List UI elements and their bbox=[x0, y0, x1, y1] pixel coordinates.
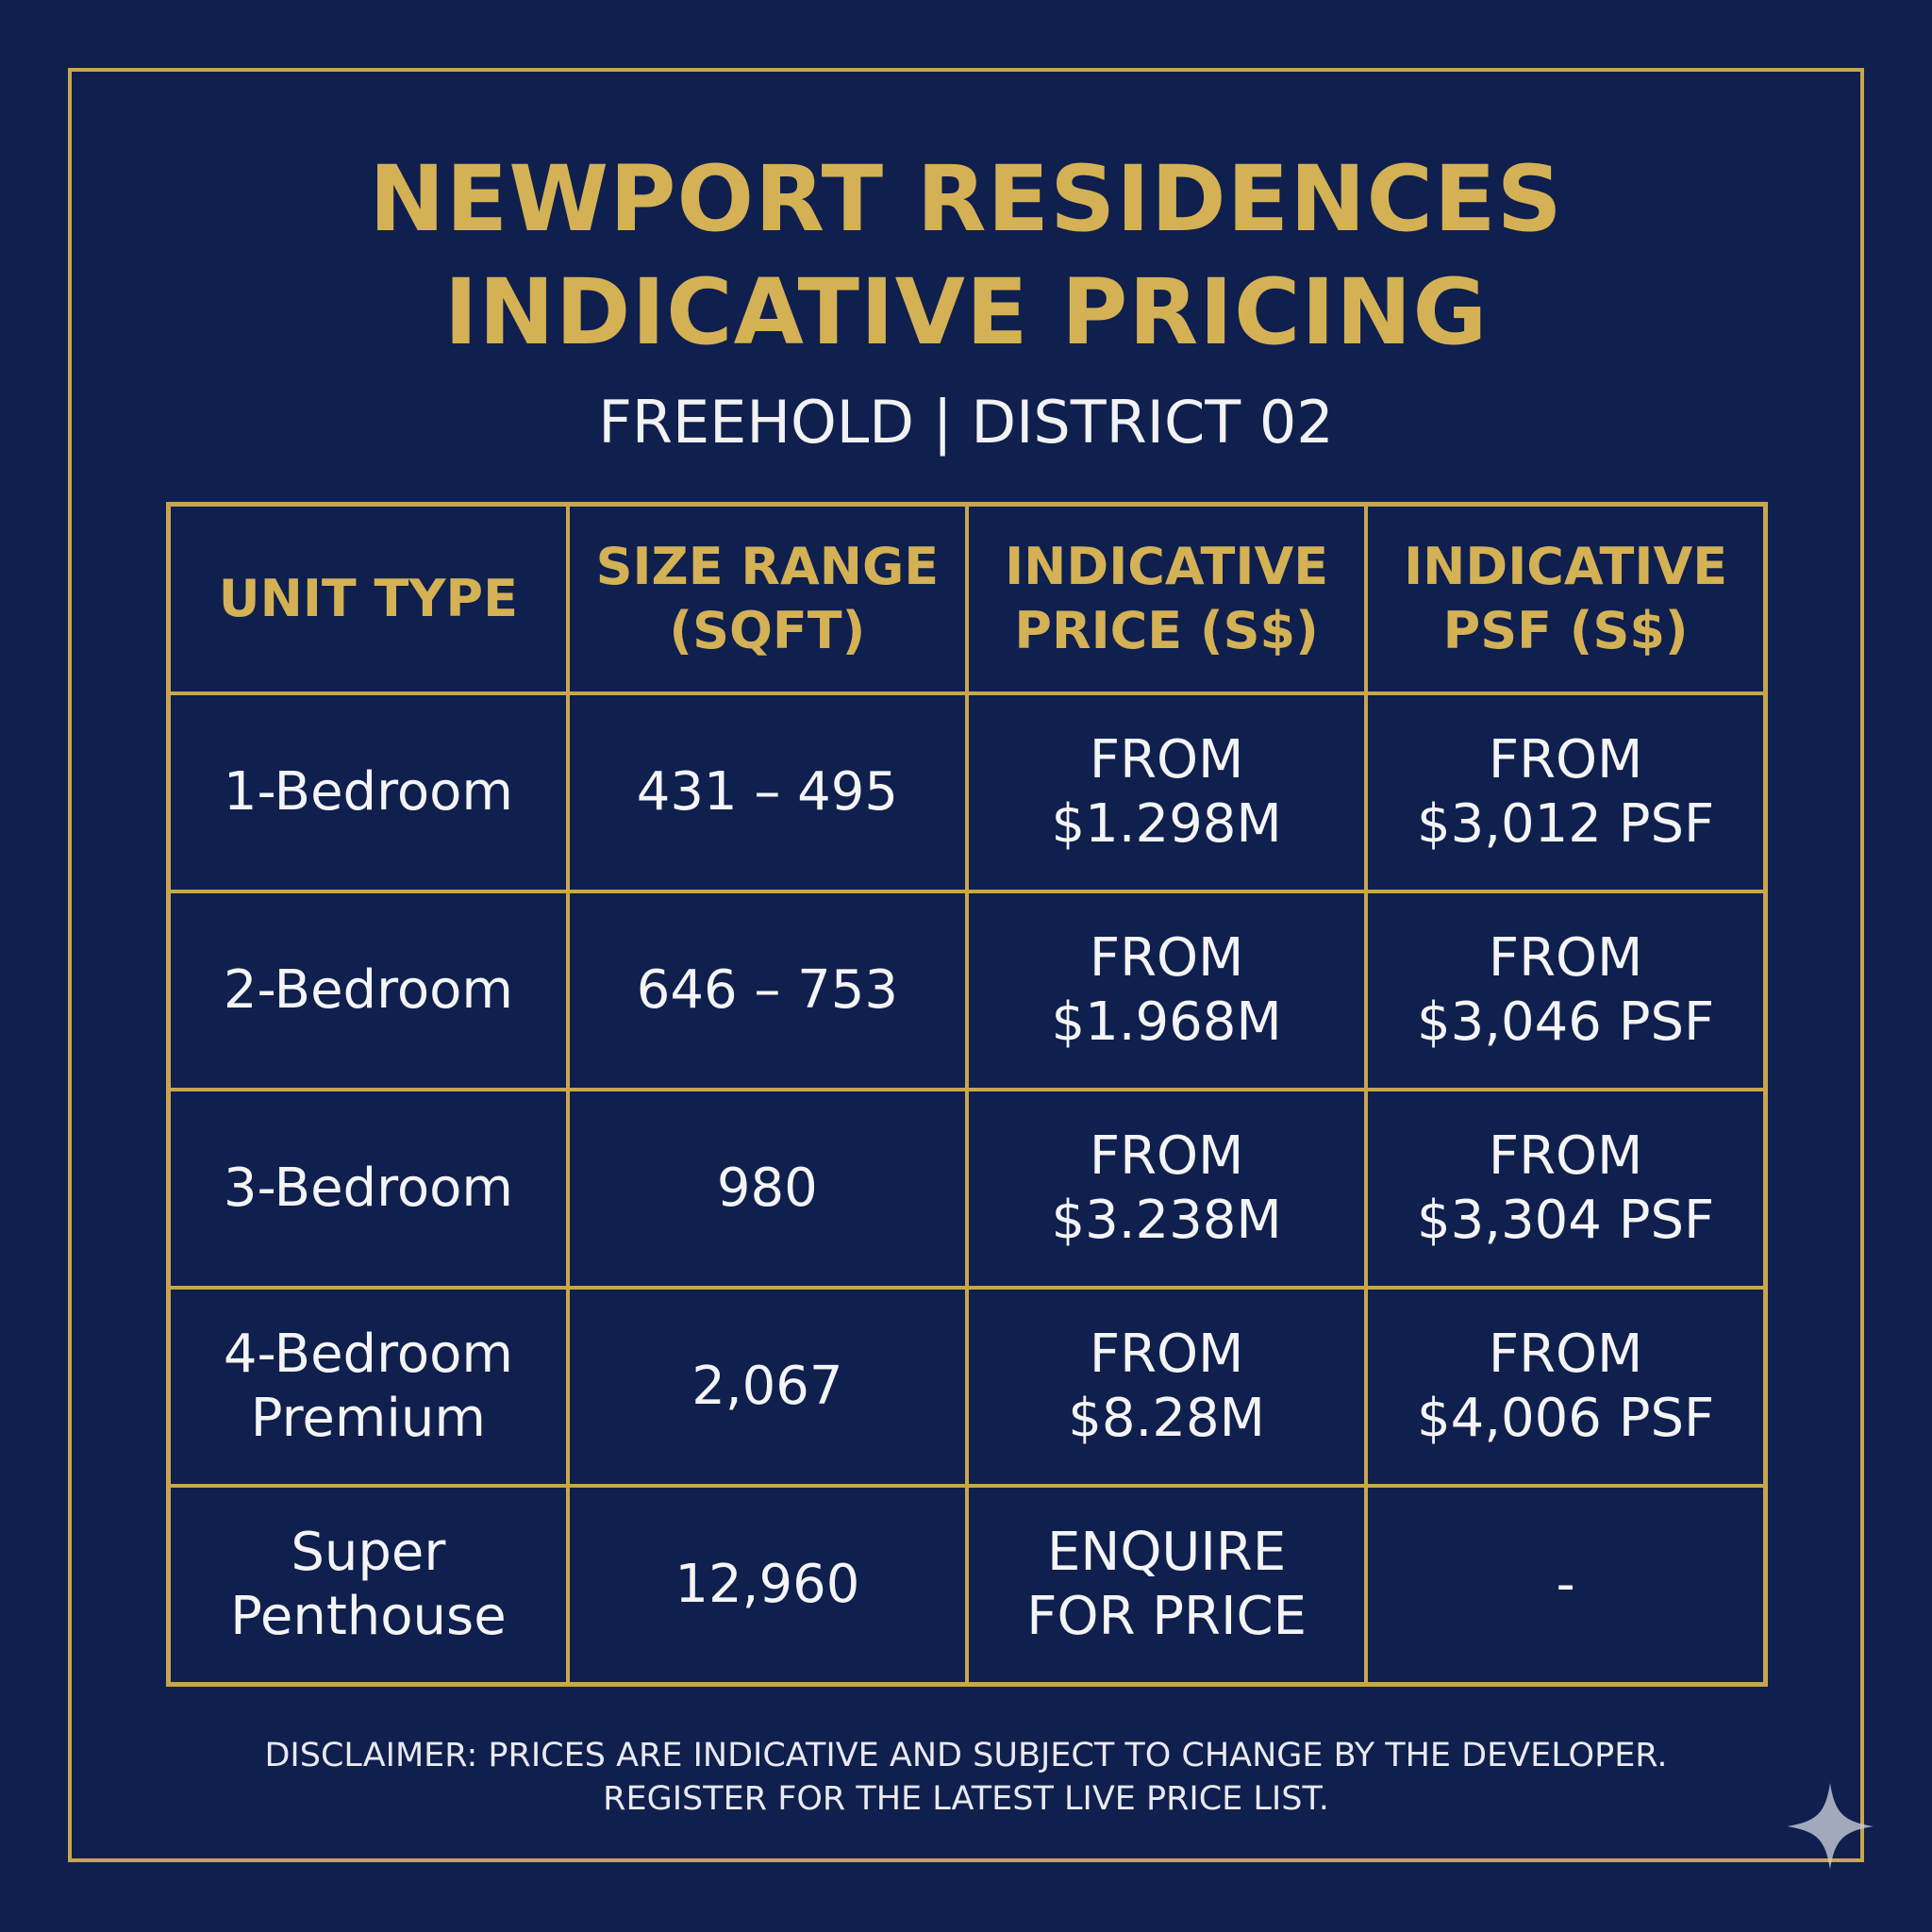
size-cell: 646 – 753 bbox=[565, 890, 970, 1091]
cell-line: FROM bbox=[1488, 729, 1643, 791]
cell-line: $4,006 PSF bbox=[1416, 1388, 1715, 1449]
column-header-unit-type: UNIT TYPE bbox=[166, 502, 570, 695]
price-cell: FROM $1.298M bbox=[964, 691, 1369, 893]
column-header-indicative-price: INDICATIVE PRICE (S$) bbox=[964, 502, 1369, 695]
header-line: INDICATIVE bbox=[1005, 537, 1329, 596]
cell-line: 980 bbox=[716, 1158, 818, 1219]
cell-line: Penthouse bbox=[230, 1586, 507, 1647]
disclaimer-line2: REGISTER FOR THE LATEST LIVE PRICE LIST. bbox=[603, 1780, 1329, 1818]
pricing-table: UNIT TYPE SIZE RANGE (SQFT) INDICATIVE P… bbox=[166, 502, 1768, 1687]
cell-line: 2,067 bbox=[691, 1356, 843, 1417]
cell-line: $3,012 PSF bbox=[1416, 793, 1715, 855]
header-line: INDICATIVE bbox=[1404, 537, 1728, 596]
unit-type-cell: 2-Bedroom bbox=[166, 890, 570, 1091]
cell-line: $3.238M bbox=[1051, 1190, 1282, 1251]
table-row: 3-Bedroom 980 FROM $3.238M FROM $3,304 P… bbox=[166, 1088, 1768, 1290]
cell-line: - bbox=[1556, 1554, 1575, 1615]
cell-line: Super bbox=[291, 1522, 446, 1583]
header-line: SIZE RANGE bbox=[595, 537, 940, 596]
cell-line: FROM bbox=[1089, 729, 1244, 791]
gold-border-frame bbox=[68, 68, 1864, 1862]
sparkle-icon bbox=[1787, 1783, 1874, 1870]
cell-line: 3-Bedroom bbox=[223, 1158, 513, 1219]
cell-line: Premium bbox=[250, 1388, 486, 1449]
unit-type-cell: 1-Bedroom bbox=[166, 691, 570, 893]
cell-line: FROM bbox=[1089, 927, 1244, 989]
page-title-line2: INDICATIVE PRICING bbox=[443, 259, 1489, 365]
header-line: PRICE (S$) bbox=[1014, 601, 1319, 660]
cell-line: FROM bbox=[1488, 1324, 1643, 1385]
cell-line: $8.28M bbox=[1068, 1388, 1265, 1449]
psf-cell: FROM $3,304 PSF bbox=[1364, 1088, 1768, 1290]
cell-line: $3,046 PSF bbox=[1416, 991, 1715, 1053]
cell-line: FOR PRICE bbox=[1026, 1586, 1307, 1647]
cell-line: 12,960 bbox=[675, 1554, 860, 1615]
header-line: PSF (S$) bbox=[1442, 601, 1689, 660]
cell-line: 2-Bedroom bbox=[223, 959, 513, 1021]
column-header-indicative-psf: INDICATIVE PSF (S$) bbox=[1364, 502, 1768, 695]
psf-cell: FROM $3,046 PSF bbox=[1364, 890, 1768, 1091]
unit-type-cell: 3-Bedroom bbox=[166, 1088, 570, 1290]
table-row: 2-Bedroom 646 – 753 FROM $1.968M FROM $3… bbox=[166, 890, 1768, 1091]
column-header-size-range: SIZE RANGE (SQFT) bbox=[565, 502, 970, 695]
size-cell: 431 – 495 bbox=[565, 691, 970, 893]
psf-cell: FROM $3,012 PSF bbox=[1364, 691, 1768, 893]
cell-line: FROM bbox=[1488, 927, 1643, 989]
cell-line: $1.968M bbox=[1051, 991, 1282, 1053]
page-subtitle: FREEHOLD | DISTRICT 02 bbox=[598, 388, 1334, 457]
table-row: Super Penthouse 12,960 ENQUIRE FOR PRICE… bbox=[166, 1484, 1768, 1687]
cell-line: 431 – 495 bbox=[636, 761, 899, 823]
size-cell: 2,067 bbox=[565, 1286, 970, 1488]
cell-line: $3,304 PSF bbox=[1416, 1190, 1715, 1251]
table-header-row: UNIT TYPE SIZE RANGE (SQFT) INDICATIVE P… bbox=[166, 502, 1768, 695]
psf-cell: FROM $4,006 PSF bbox=[1364, 1286, 1768, 1488]
size-cell: 980 bbox=[565, 1088, 970, 1290]
header-line: (SQFT) bbox=[669, 601, 866, 660]
table-row: 4-Bedroom Premium 2,067 FROM $8.28M FROM… bbox=[166, 1286, 1768, 1488]
price-cell: ENQUIRE FOR PRICE bbox=[964, 1484, 1369, 1687]
cell-line: 646 – 753 bbox=[636, 959, 899, 1021]
cell-line: $1.298M bbox=[1051, 793, 1282, 855]
header-line: UNIT TYPE bbox=[218, 569, 518, 628]
table-row: 1-Bedroom 431 – 495 FROM $1.298M FROM $3… bbox=[166, 691, 1768, 893]
price-cell: FROM $8.28M bbox=[964, 1286, 1369, 1488]
cell-line: FROM bbox=[1488, 1125, 1643, 1187]
unit-type-cell: 4-Bedroom Premium bbox=[166, 1286, 570, 1488]
price-cell: FROM $3.238M bbox=[964, 1088, 1369, 1290]
size-cell: 12,960 bbox=[565, 1484, 970, 1687]
cell-line: ENQUIRE bbox=[1047, 1522, 1287, 1583]
cell-line: 4-Bedroom bbox=[223, 1324, 513, 1385]
cell-line: FROM bbox=[1089, 1324, 1244, 1385]
cell-line: FROM bbox=[1089, 1125, 1244, 1187]
psf-cell: - bbox=[1364, 1484, 1768, 1687]
cell-line: 1-Bedroom bbox=[223, 761, 513, 823]
page-title-line1: NEWPORT RESIDENCES bbox=[369, 146, 1563, 252]
disclaimer-line1: DISCLAIMER: PRICES ARE INDICATIVE AND SU… bbox=[264, 1737, 1668, 1774]
unit-type-cell: Super Penthouse bbox=[166, 1484, 570, 1687]
price-cell: FROM $1.968M bbox=[964, 890, 1369, 1091]
